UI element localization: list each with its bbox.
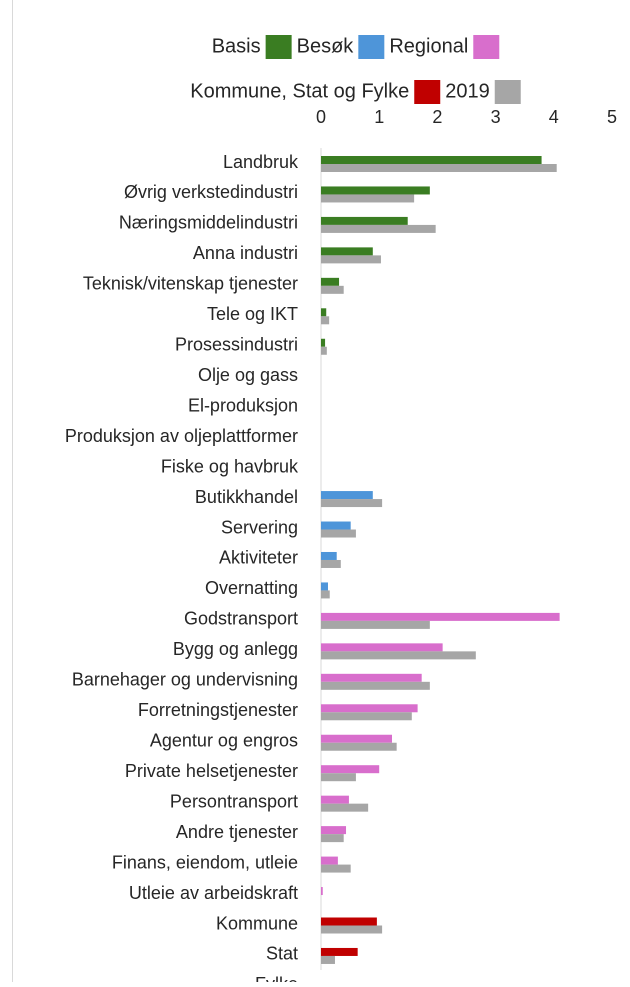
category-label: Butikkhandel xyxy=(195,487,298,507)
bar xyxy=(321,673,422,682)
x-tick-label: 1 xyxy=(374,107,384,127)
bar xyxy=(321,224,436,233)
bar xyxy=(321,864,351,873)
category-label: Næringsmiddelindustri xyxy=(119,213,298,233)
category-label: Finans, eiendom, utleie xyxy=(112,852,298,872)
bar xyxy=(321,925,383,934)
category-label: Fylke xyxy=(255,974,298,982)
bar xyxy=(321,499,383,508)
category-label: Teknisk/vitenskap tjenester xyxy=(83,274,298,294)
category-label: Andre tjenester xyxy=(176,822,298,842)
bar xyxy=(321,216,408,225)
bar xyxy=(321,255,381,264)
legend-label: 2019 xyxy=(445,80,490,102)
category-label: Bygg og anlegg xyxy=(173,639,298,659)
bar xyxy=(321,164,557,172)
category-label: Barnehager og undervisning xyxy=(72,670,298,690)
category-label: Produksjon av oljeplattformer xyxy=(65,426,298,446)
x-tick-label: 2 xyxy=(432,107,442,127)
bar xyxy=(321,590,330,599)
bar xyxy=(321,826,347,835)
bar xyxy=(321,803,369,812)
bar xyxy=(321,194,415,203)
x-tick-label: 4 xyxy=(549,107,559,127)
bar xyxy=(321,834,344,843)
category-label: Anna industri xyxy=(193,243,298,263)
category-label: Agentur og engros xyxy=(150,730,298,750)
category-label: Overnatting xyxy=(205,578,298,598)
bar xyxy=(321,612,560,621)
bar xyxy=(321,955,335,964)
category-label: Stat xyxy=(266,944,298,964)
legend-label: Besøk xyxy=(297,35,355,57)
category-label: Fiske og havbruk xyxy=(161,456,299,476)
bar xyxy=(321,491,373,500)
bar xyxy=(321,917,377,926)
legend-swatch xyxy=(358,35,385,59)
category-label: Private helsetjenester xyxy=(125,761,298,781)
bar xyxy=(321,346,327,355)
category-label: Forretningstjenester xyxy=(138,700,298,720)
bar xyxy=(321,712,412,721)
bar xyxy=(321,582,328,591)
bar xyxy=(321,156,542,164)
bar xyxy=(321,681,430,690)
bar xyxy=(321,856,338,865)
bar xyxy=(321,734,393,743)
x-tick-label: 3 xyxy=(491,107,501,127)
bar xyxy=(321,308,327,317)
legend-label: Basis xyxy=(212,35,261,57)
category-label: Utleie av arbeidskraft xyxy=(129,883,298,903)
bar xyxy=(321,285,344,294)
bar xyxy=(321,316,330,325)
category-label: Tele og IKT xyxy=(207,304,298,324)
category-label: Olje og gass xyxy=(198,365,298,385)
category-label: Kommune xyxy=(216,913,298,933)
bar xyxy=(321,795,349,804)
bar xyxy=(321,521,351,530)
category-label: El-produksjon xyxy=(188,395,298,415)
bar xyxy=(321,559,341,568)
category-label: Godstransport xyxy=(184,609,298,629)
x-tick-label: 5 xyxy=(607,107,617,127)
legend-swatch xyxy=(494,80,521,104)
category-label: Persontransport xyxy=(170,791,298,811)
bar xyxy=(321,765,380,774)
category-label: Landbruk xyxy=(223,152,299,172)
legend-label: Regional xyxy=(389,35,468,57)
bar xyxy=(321,704,418,713)
bar xyxy=(321,887,323,896)
category-label: Prosessindustri xyxy=(175,335,298,355)
category-label: Øvrig verkstedindustri xyxy=(124,182,298,202)
legend-swatch xyxy=(265,35,292,59)
bar xyxy=(321,529,356,538)
bar xyxy=(321,247,373,256)
category-label: Aktiviteter xyxy=(219,548,298,568)
bar xyxy=(321,277,340,286)
bar xyxy=(321,643,443,652)
bar xyxy=(321,338,326,347)
x-tick-label: 0 xyxy=(316,107,326,127)
bar xyxy=(321,773,356,782)
legend-label: Kommune, Stat og Fylke xyxy=(190,80,409,102)
bar xyxy=(321,947,358,956)
category-label: Servering xyxy=(221,517,298,537)
bar xyxy=(321,742,397,751)
bar xyxy=(321,651,476,660)
legend-swatch xyxy=(473,35,500,59)
bar xyxy=(321,620,430,629)
bar xyxy=(321,186,430,195)
bar xyxy=(321,551,337,560)
legend-swatch xyxy=(414,80,441,104)
